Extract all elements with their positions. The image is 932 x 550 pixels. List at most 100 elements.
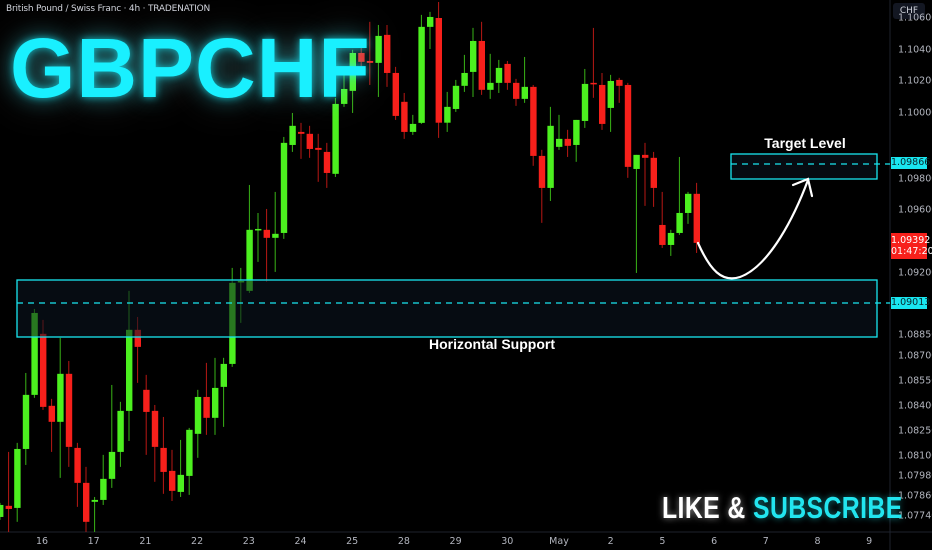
candle-body	[530, 86, 537, 156]
candle-body	[581, 83, 589, 121]
price-tick-label: 1.08250	[898, 425, 932, 437]
candle-body	[599, 84, 606, 124]
price-tick-label: 1.07740	[898, 510, 932, 522]
price-tick-label: 1.08400	[898, 400, 932, 412]
candle-body	[384, 34, 391, 73]
candle-body	[272, 233, 279, 238]
candle-body	[91, 499, 98, 502]
candle-body	[470, 40, 477, 72]
candle-body	[633, 154, 640, 169]
date-tick-label: 23	[242, 536, 255, 547]
candle-body	[538, 155, 546, 188]
date-tick-label: 24	[294, 536, 307, 547]
candle-body	[117, 410, 124, 452]
price-tick-label: 1.08700	[898, 350, 932, 362]
candle-body	[332, 103, 339, 174]
date-tick-label: 9	[866, 536, 873, 547]
candle-body	[74, 447, 81, 483]
candle-body	[564, 138, 571, 146]
candle-body	[5, 505, 12, 509]
candle-body	[366, 60, 374, 63]
currency-selector[interactable]: CHF	[893, 3, 925, 19]
target-level-label: Target Level	[764, 135, 846, 151]
date-tick-label: 25	[346, 536, 359, 547]
candle-body	[255, 228, 262, 231]
price-tick-label: 1.10000	[898, 107, 932, 119]
candle-body	[513, 82, 520, 99]
date-tick-label: 29	[449, 536, 462, 547]
candle-body	[495, 67, 503, 83]
candle-body	[590, 82, 597, 85]
date-tick-label: 6	[711, 536, 718, 547]
date-tick-label: 21	[139, 536, 152, 547]
candle-body	[504, 63, 511, 83]
price-tick-label: 1.08850	[898, 329, 932, 341]
price-tick-label: 1.10400	[898, 44, 932, 56]
candle-body	[31, 312, 38, 395]
candle-body	[169, 470, 176, 491]
candle-body	[685, 193, 692, 213]
target-price-badge: 1.09866	[891, 157, 931, 169]
candle-body	[212, 387, 219, 418]
candle-body	[100, 478, 107, 500]
curved-arrow-icon	[696, 177, 814, 280]
candle-body	[203, 396, 210, 418]
price-tick-label: 1.10600	[898, 12, 932, 24]
candle-body	[315, 147, 322, 150]
candles	[0, 2, 700, 532]
candle-body	[160, 447, 167, 472]
date-tick-label: May	[549, 536, 569, 547]
horizontal-support-label: Horizontal Support	[429, 336, 555, 352]
candle-body	[452, 85, 460, 109]
candle-body	[409, 123, 417, 132]
candle-body	[427, 16, 434, 27]
candle-body	[418, 26, 425, 123]
candle-body	[487, 82, 494, 90]
date-tick-label: 28	[397, 536, 410, 547]
candle-body	[263, 229, 270, 238]
last-price: 1.09392	[891, 235, 931, 246]
candle-body	[341, 88, 348, 104]
candle-body	[461, 72, 468, 86]
candle-body	[401, 101, 408, 132]
price-tick-label: 1.09600	[898, 204, 932, 216]
candle-body	[693, 193, 700, 243]
support-zone	[16, 279, 878, 338]
price-tick-label: 1.10200	[898, 75, 932, 87]
candle-body	[65, 373, 73, 447]
date-tick-label: 22	[191, 536, 204, 547]
candle-body	[676, 212, 683, 233]
candle-body	[280, 142, 288, 233]
last-price-badge: 1.09392 01:47:20	[891, 233, 932, 259]
date-tick-label: 17	[87, 536, 100, 547]
like-subscribe-banner: LIKE & SUBSCRIBE	[662, 490, 903, 526]
symbol-description: British Pound / Swiss Franc · 4h · TRADE…	[6, 4, 211, 14]
candle-body	[650, 157, 657, 188]
price-tick-label: 1.07980	[898, 470, 932, 482]
candle-body	[289, 125, 296, 145]
candle-body	[83, 482, 90, 522]
date-tick-label: 7	[762, 536, 769, 547]
target-zone	[730, 153, 878, 180]
candle-body	[607, 80, 614, 108]
candle-body	[358, 52, 365, 62]
candle-body	[547, 125, 554, 188]
candle-body	[48, 405, 55, 422]
candle-body	[556, 138, 563, 147]
candle-body	[220, 363, 227, 387]
support-price-badge: 1.09013	[891, 297, 931, 309]
date-tick-label: 16	[35, 536, 49, 547]
big-title: GBPCHF	[10, 21, 371, 115]
candle-body	[435, 18, 442, 123]
candle-body	[143, 389, 150, 412]
candle-body	[186, 429, 193, 476]
candle-body	[246, 229, 253, 291]
candle-body	[57, 373, 64, 422]
candle-body	[194, 396, 202, 434]
date-tick-label: 8	[814, 536, 821, 547]
candle-body	[392, 72, 399, 116]
candle-body	[14, 448, 21, 508]
candle-body	[573, 119, 580, 145]
